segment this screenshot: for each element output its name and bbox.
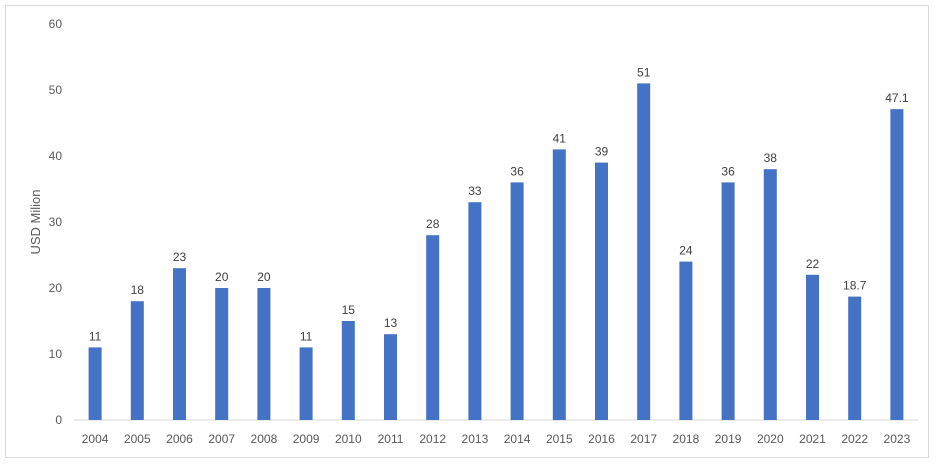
data-label-2008: 20 [257,270,271,284]
x-tick-label-2020: 2020 [757,432,784,446]
y-tick-label: 60 [49,17,63,31]
bar-2019 [721,182,735,420]
data-label-2009: 11 [300,329,313,343]
y-tick-label: 10 [49,347,63,361]
x-tick-label-2008: 2008 [251,432,278,446]
bar-2007 [215,288,229,420]
bar-2022 [848,296,862,420]
bar-2005 [130,301,144,420]
data-label-2005: 18 [131,283,145,297]
bar-2009 [299,347,313,420]
y-tick-label: 40 [49,149,63,163]
bar-2010 [341,321,355,420]
data-label-2004: 11 [89,329,102,343]
y-axis-ticks: 0 10 20 30 40 50 60 [49,17,63,427]
x-tick-label-2013: 2013 [462,432,489,446]
bar-2011 [384,334,397,420]
data-label-2010: 15 [342,303,356,317]
bar-2020 [763,169,777,420]
x-tick-label-2014: 2014 [504,432,531,446]
data-label-2022: 18.7 [843,279,867,293]
data-label-2015: 41 [553,131,567,145]
x-tick-label-2022: 2022 [841,432,868,446]
bars-group [88,83,904,421]
x-tick-label-2004: 2004 [82,432,109,446]
data-label-2014: 36 [510,164,524,178]
y-tick-label: 0 [55,413,62,427]
y-tick-label: 50 [49,83,63,97]
data-label-2006: 23 [173,250,187,264]
bar-2018 [679,261,693,420]
data-label-2023: 47.1 [885,91,909,105]
x-tick-label-2016: 2016 [588,432,615,446]
data-label-2012: 28 [426,217,440,231]
data-label-2016: 39 [595,145,609,159]
x-tick-label-2009: 2009 [293,432,320,446]
bar-2008 [257,288,271,420]
bar-2004 [88,347,102,420]
x-tick-label-2021: 2021 [799,432,826,446]
x-tick-label-2017: 2017 [630,432,657,446]
x-tick-label-2019: 2019 [715,432,742,446]
x-tick-label-2007: 2007 [208,432,235,446]
data-label-2021: 22 [806,257,820,271]
x-tick-label-2012: 2012 [419,432,446,446]
y-axis-title: USD Milion [28,189,43,254]
bar-2013 [468,202,482,420]
data-label-2017: 51 [637,65,651,79]
bar-2016 [595,162,608,420]
bar-2015 [552,149,566,420]
x-tick-label-2005: 2005 [124,432,151,446]
y-tick-label: 30 [49,215,63,229]
data-label-2007: 20 [215,270,229,284]
data-labels-group: 11 18 23 20 20 11 15 13 28 33 36 41 39 51 24 36 38 22 18.7… [89,65,909,343]
y-tick-label: 20 [49,281,63,295]
x-axis-ticks: 2004 2005 2006 2007 2008 2009 2010 2011 2012 2013… [82,432,911,446]
bar-2014 [510,182,524,420]
data-label-2013: 33 [468,184,482,198]
x-tick-label-2006: 2006 [166,432,193,446]
data-label-2019: 36 [721,164,735,178]
bar-2006 [173,268,186,420]
x-tick-label-2010: 2010 [335,432,362,446]
bar-2021 [806,274,819,420]
data-label-2020: 38 [764,151,778,165]
data-label-2011: 13 [384,316,398,330]
x-tick-label-2023: 2023 [884,432,911,446]
data-label-2018: 24 [679,244,693,258]
bar-2012 [426,235,440,420]
bar-2017 [637,83,651,421]
x-tick-label-2011: 2011 [378,432,404,446]
x-tick-label-2015: 2015 [546,432,573,446]
bar-2023 [890,109,904,420]
x-tick-label-2018: 2018 [673,432,700,446]
